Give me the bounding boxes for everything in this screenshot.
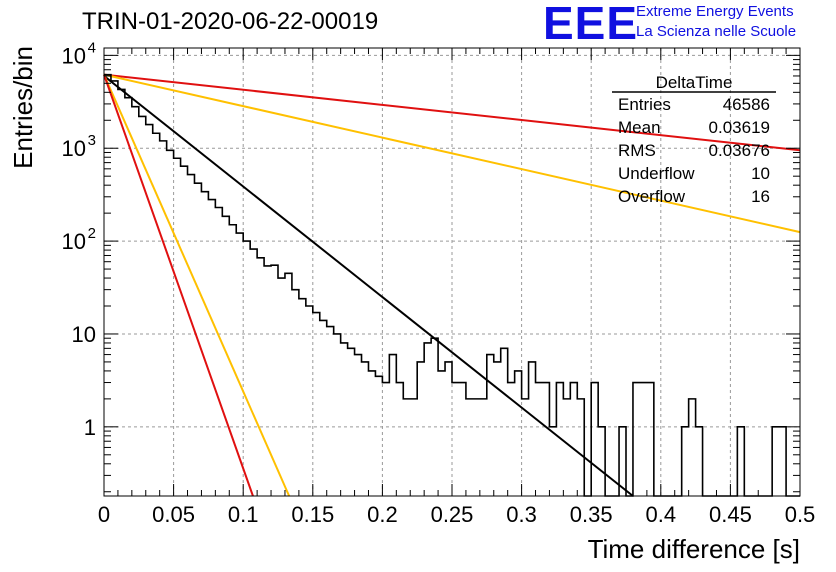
x-tick-label: 0.5 [785, 502, 816, 527]
eee-tagline-1: Extreme Energy Events [636, 3, 794, 20]
stats-label: RMS [618, 141, 656, 160]
x-tick-label: 0.25 [431, 502, 474, 527]
x-tick-label: 0.1 [228, 502, 259, 527]
grid-lines [103, 48, 801, 496]
stats-value: 46586 [723, 95, 770, 114]
stats-box: DeltaTime Entries 46586 Mean 0.03619 RMS 0.036… [612, 73, 776, 206]
y-tick-label: 10 [72, 322, 96, 347]
x-tick-label: 0.35 [570, 502, 613, 527]
stats-label: Overflow [618, 187, 686, 206]
stats-value: 0.03676 [709, 141, 770, 160]
y-tick-label: 1 [84, 415, 96, 440]
y-tick-label: 10 [62, 43, 86, 68]
stats-value: 0.03619 [709, 118, 770, 137]
fit-line [103, 74, 291, 497]
y-tick-label: 10 [62, 136, 86, 161]
histogram-steps [104, 73, 800, 497]
x-tick-label: 0.4 [646, 502, 677, 527]
fit-line [103, 73, 801, 234]
x-tick-label: 0 [98, 502, 110, 527]
eee-tagline-2: La Scienza nelle Scuole [636, 23, 797, 40]
stats-value: 16 [751, 187, 770, 206]
x-tick-label: 0.15 [291, 502, 334, 527]
histogram [104, 73, 800, 497]
y-tick-exponent: 4 [88, 39, 96, 56]
stats-title: DeltaTime [656, 73, 733, 92]
x-tick-label: 0.2 [367, 502, 398, 527]
stats-label: Mean [618, 118, 661, 137]
y-axis-label: Entries/bin [8, 46, 38, 169]
stats-label: Underflow [618, 164, 695, 183]
fit-line [103, 74, 254, 497]
y-tick-exponent: 3 [88, 132, 96, 149]
axes [103, 47, 801, 497]
y-tick-label: 10 [62, 229, 86, 254]
x-tick-label: 0.05 [152, 502, 195, 527]
stats-label: Entries [618, 95, 671, 114]
plot-title: TRIN-01-2020-06-22-00019 [82, 8, 379, 35]
fit-line [103, 73, 801, 152]
x-tick-label: 0.45 [709, 502, 752, 527]
y-tick-exponent: 2 [88, 225, 96, 242]
x-tick-label: 0.3 [506, 502, 537, 527]
fit-line [103, 75, 634, 497]
stats-value: 10 [751, 164, 770, 183]
fit-lines [103, 73, 801, 497]
x-tick-labels: 0 0.05 0.1 0.15 0.2 0.25 0.3 0.35 0.4 0.45 0.5 [98, 502, 815, 527]
eee-logo: EEE [543, 0, 639, 49]
x-axis-label: Time difference [s] [588, 534, 800, 564]
